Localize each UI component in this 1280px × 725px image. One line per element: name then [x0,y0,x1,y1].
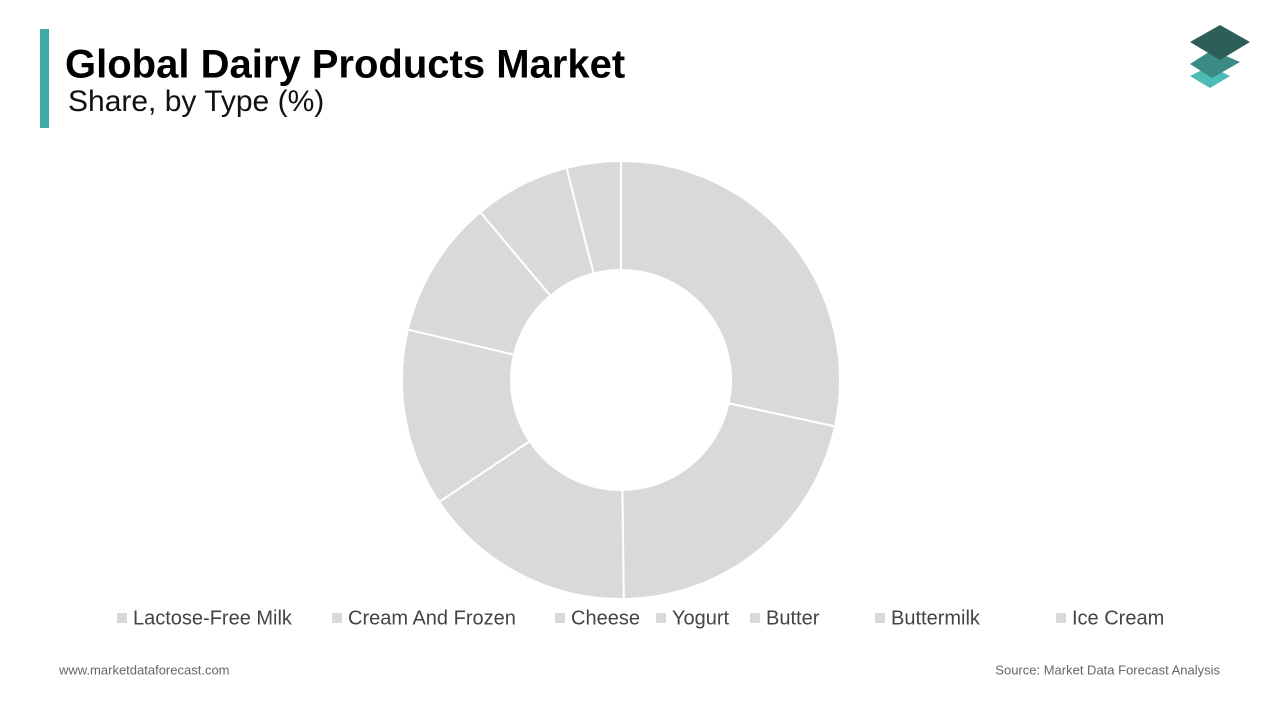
legend-marker [332,613,342,623]
footer-source: Source: Market Data Forecast Analysis [995,662,1220,677]
legend-label: Cheese [571,607,640,629]
legend-label: Butter [766,607,820,629]
donut-slice [620,159,841,428]
legend-label: Yogurt [672,607,730,629]
logo [1190,25,1250,88]
legend-marker [750,613,760,623]
legend-marker [117,613,127,623]
donut-slice [565,159,622,275]
legend-marker [1056,613,1066,623]
chart-subtitle: Share, by Type (%) [68,85,324,118]
legend-label: Lactose-Free Milk [133,607,293,629]
legend-marker [875,613,885,623]
footer-website: www.marketdataforecast.com [58,662,230,677]
legend-label: Ice Cream [1072,607,1164,629]
title-accent [40,29,49,128]
chart-title: Global Dairy Products Market [65,43,625,87]
legend-marker [555,613,565,623]
legend-label: Cream And Frozen [348,607,516,629]
donut-slice [621,402,837,600]
legend-label: Buttermilk [891,607,981,629]
legend-marker [656,613,666,623]
donut-slice [437,439,625,600]
